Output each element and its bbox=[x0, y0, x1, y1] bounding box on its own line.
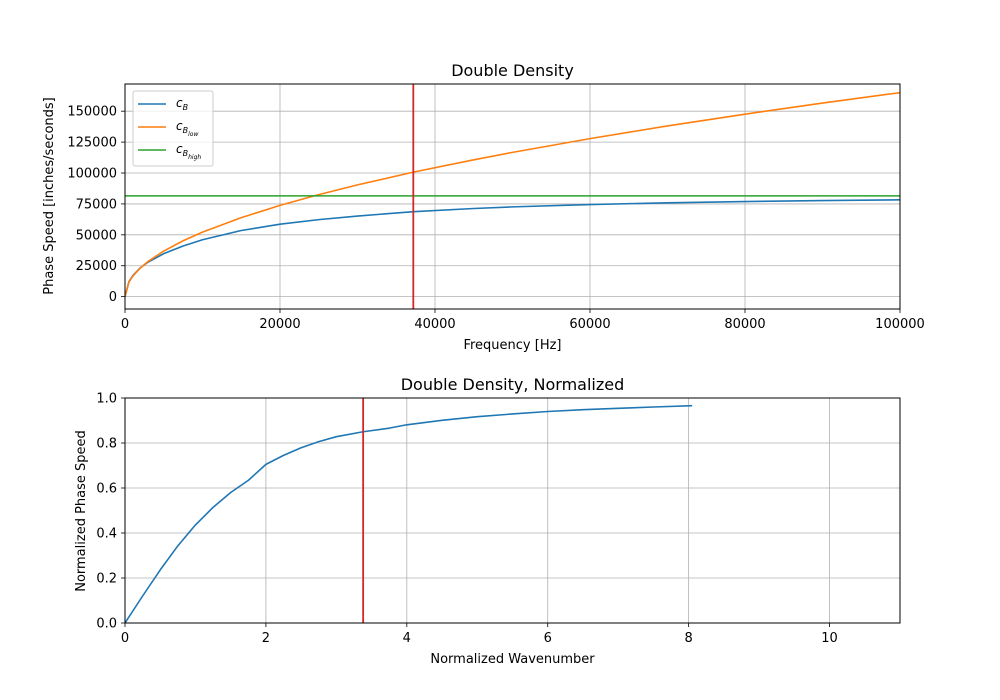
y-tick-label: 0.2 bbox=[96, 572, 117, 587]
legend-box bbox=[132, 90, 214, 167]
x-tick-label: 2 bbox=[262, 631, 270, 646]
y-tick-label: 100000 bbox=[67, 167, 117, 182]
y-tick-label: 1.0 bbox=[96, 392, 117, 407]
x-tick-label: 6 bbox=[544, 631, 552, 646]
y-tick-label: 0.8 bbox=[96, 437, 117, 452]
y-tick-label: 150000 bbox=[67, 105, 117, 120]
x-tick-label: 0 bbox=[121, 631, 129, 646]
x-tick-label: 20000 bbox=[259, 317, 300, 332]
x-tick-label: 10 bbox=[821, 631, 838, 646]
x-tick-label: 4 bbox=[403, 631, 411, 646]
series-line-2 bbox=[125, 91, 900, 297]
bottom-plot-area bbox=[125, 398, 693, 623]
bottom-y-axis-label: Normalized Phase Speed bbox=[74, 430, 89, 592]
x-tick-label: 40000 bbox=[414, 317, 455, 332]
top-x-axis-label: Frequency [Hz] bbox=[463, 338, 561, 353]
y-tick-label: 125000 bbox=[67, 136, 117, 151]
series-line-1 bbox=[125, 199, 900, 297]
y-tick-label: 75000 bbox=[76, 197, 117, 212]
x-tick-label: 8 bbox=[684, 631, 692, 646]
bottom-subplot: Double Density, Normalized Normalized Wa… bbox=[74, 375, 901, 667]
y-tick-label: 25000 bbox=[76, 259, 117, 274]
bottom-x-axis-label: Normalized Wavenumber bbox=[430, 652, 595, 667]
y-tick-label: 0.6 bbox=[96, 482, 117, 497]
y-tick-label: 0 bbox=[109, 290, 117, 305]
top-plot-area bbox=[125, 84, 900, 309]
bottom-plot-frame bbox=[124, 397, 901, 624]
y-tick-label: 50000 bbox=[76, 228, 117, 243]
series-line-1 bbox=[125, 404, 693, 623]
x-tick-label: 0 bbox=[121, 317, 129, 332]
top-chart-title: Double Density bbox=[451, 61, 574, 80]
y-tick-label: 0.0 bbox=[96, 617, 117, 632]
top-subplot: Double Density Frequency [Hz] Phase Spee… bbox=[42, 61, 925, 353]
top-ticks: 0 20000 40000 60000 80000 100000 0 25000 50000 75… bbox=[67, 105, 924, 332]
x-tick-label: 100000 bbox=[875, 317, 925, 332]
bottom-ticks: 0 2 4 6 8 10 0.0 0.2 0.4 0.6 0.8 1.0 bbox=[96, 392, 838, 647]
y-tick-label: 0.4 bbox=[96, 527, 117, 542]
top-plot-frame bbox=[124, 83, 901, 310]
x-tick-label: 60000 bbox=[569, 317, 610, 332]
bottom-grid bbox=[124, 397, 900, 624]
top-y-axis-label: Phase Speed [inches/seconds] bbox=[42, 97, 57, 295]
bottom-chart-title: Double Density, Normalized bbox=[401, 375, 625, 394]
x-tick-label: 80000 bbox=[724, 317, 765, 332]
